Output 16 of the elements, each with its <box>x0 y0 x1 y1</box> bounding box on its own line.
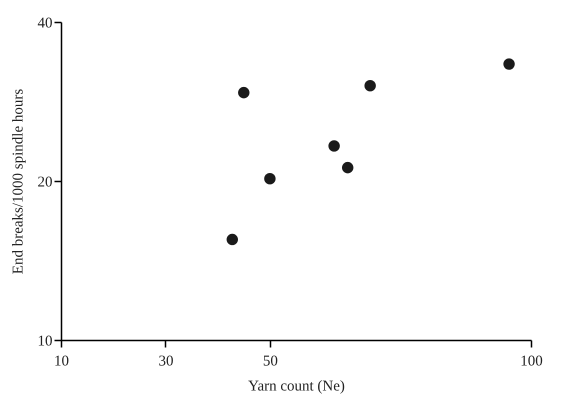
point <box>342 162 354 174</box>
y-tick-label: 20 <box>38 174 52 190</box>
x-tick-label: 30 <box>158 354 174 370</box>
x-tick-label: 10 <box>54 354 69 370</box>
point <box>364 80 376 92</box>
point <box>226 234 238 246</box>
x-axis-title: Yarn count (Ne) <box>248 378 345 394</box>
x-tick-label: 100 <box>520 354 543 370</box>
point <box>264 173 276 184</box>
x-tick-label: 50 <box>262 354 278 370</box>
y-tick-label: 10 <box>38 334 52 350</box>
y-tick-label: 40 <box>38 16 52 32</box>
y-axis-title: End breaks/1000 spindle hours <box>10 88 26 274</box>
point <box>503 58 515 70</box>
point <box>238 86 250 98</box>
point <box>328 140 340 152</box>
